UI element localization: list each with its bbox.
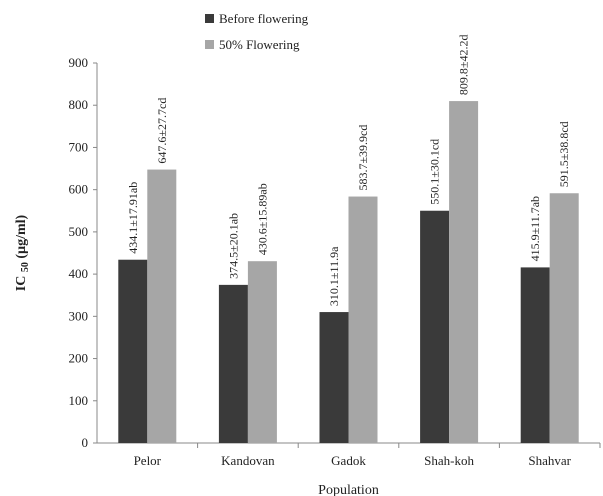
bar-50pct-flowering	[348, 196, 378, 443]
y-tick-label: 0	[82, 435, 89, 450]
legend-label: 50% Flowering	[219, 37, 300, 52]
data-label: 809.8±42.2d	[457, 34, 471, 95]
y-tick-label: 100	[69, 393, 89, 408]
legend-label: Before flowering	[219, 11, 309, 26]
data-label: 415.9±11.7ab	[528, 196, 542, 261]
y-tick-label: 200	[69, 351, 89, 366]
bars	[118, 101, 579, 443]
y-tick-label: 900	[69, 55, 89, 70]
bar-50pct-flowering	[549, 193, 579, 443]
y-tick-label: 500	[69, 224, 89, 239]
y-tick-label: 400	[69, 266, 89, 281]
axes: 0 100 200 300 400 500 600 700 800 900 Pelor Kandova…	[69, 55, 601, 468]
bar-before-flowering	[218, 284, 248, 443]
data-label: 591.5±38.8cd	[557, 121, 571, 187]
bar-before-flowering	[118, 259, 148, 443]
x-tick-label: Gadok	[331, 453, 366, 468]
x-tick-label: Pelor	[134, 453, 162, 468]
bar-50pct-flowering	[247, 261, 277, 443]
legend-swatch	[205, 14, 214, 23]
data-labels: 434.1±17.91ab 647.6±27.7cd 374.5±20.1ab 430…	[126, 34, 571, 306]
y-tick-label: 800	[69, 97, 89, 112]
y-tick-label: 700	[69, 139, 89, 154]
x-tick-label: Shahvar	[528, 453, 571, 468]
x-tick-label: Kandovan	[221, 453, 275, 468]
data-label: 310.1±11.9a	[327, 246, 341, 306]
legend-swatch	[205, 40, 214, 49]
data-label: 374.5±20.1ab	[226, 213, 240, 279]
data-label: 647.6±27.7cd	[155, 98, 169, 164]
bar-50pct-flowering	[449, 101, 479, 443]
bar-50pct-flowering	[147, 169, 177, 443]
legend: Before flowering 50% Flowering	[205, 11, 309, 52]
x-tick-label: Shah-koh	[424, 453, 474, 468]
data-label: 583.7±39.9cd	[356, 125, 370, 191]
y-axis-title: IC 50 (µg/ml)	[14, 214, 31, 291]
bar-before-flowering	[520, 267, 550, 443]
data-label: 430.6±15.89ab	[255, 183, 269, 255]
bar-before-flowering	[319, 312, 349, 443]
x-axis-title: Population	[318, 483, 379, 496]
y-tick-label: 300	[69, 308, 89, 323]
y-tick-label: 600	[69, 182, 89, 197]
bar-before-flowering	[420, 210, 450, 443]
data-label: 434.1±17.91ab	[126, 182, 140, 254]
data-label: 550.1±30.1cd	[428, 139, 442, 205]
